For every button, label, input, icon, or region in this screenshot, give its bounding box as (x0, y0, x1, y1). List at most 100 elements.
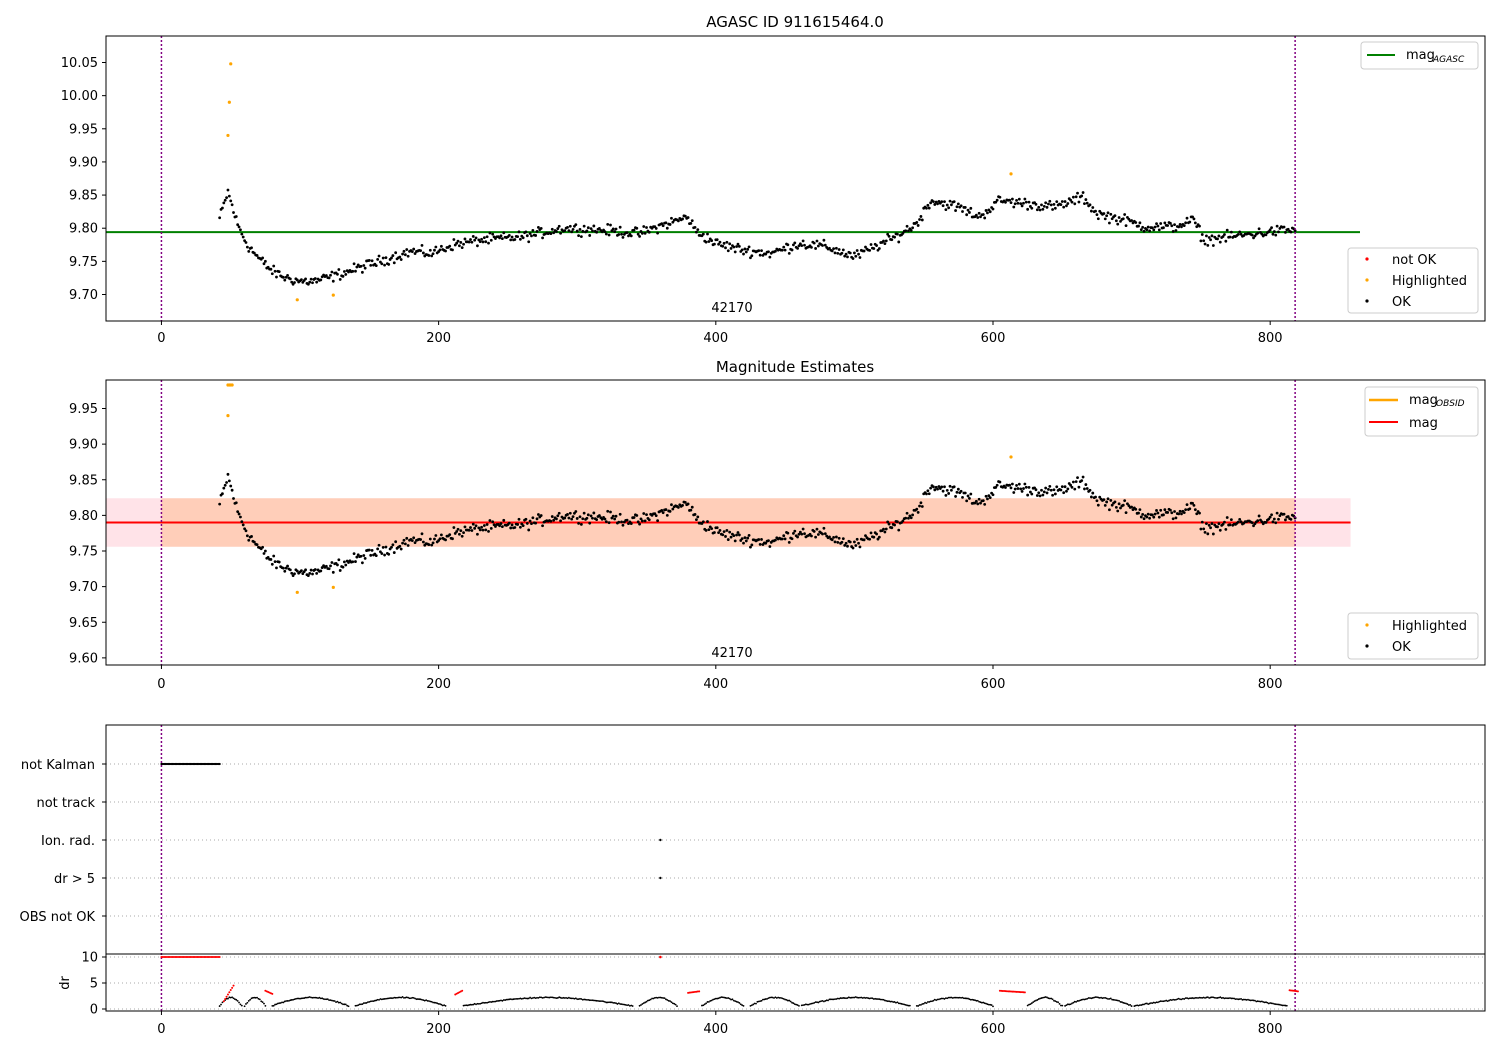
dr-point (972, 999, 975, 1001)
ok-point (721, 533, 725, 537)
ok-point (1010, 197, 1014, 201)
dr-point (574, 997, 577, 1000)
y-tick-label: 9.60 (69, 651, 98, 666)
dr-point (312, 996, 315, 999)
dr-point (1222, 996, 1224, 999)
dr-point (990, 1004, 993, 1006)
ok-point (875, 532, 878, 536)
dr-point (304, 996, 307, 999)
ok-point (976, 502, 980, 506)
ok-point (1166, 224, 1170, 227)
ok-point (1195, 225, 1199, 229)
ok-point (750, 254, 754, 258)
highlighted-point (226, 133, 230, 138)
ok-point (1009, 201, 1013, 204)
ok-point (643, 519, 647, 523)
ok-point (915, 221, 919, 224)
dr-point (944, 997, 947, 999)
ok-point (747, 245, 751, 249)
dr-point (850, 996, 853, 999)
ok-point (656, 231, 659, 235)
ok-point (1277, 517, 1280, 521)
dr-point (806, 1003, 809, 1006)
ok-point (868, 248, 872, 252)
dr-point (1032, 1001, 1035, 1004)
ok-point (240, 520, 244, 524)
dr-point (827, 999, 829, 1002)
ok-point (618, 512, 622, 516)
ok-point (406, 254, 410, 258)
dr-point (646, 999, 649, 1002)
ok-point (556, 227, 560, 230)
ok-point (509, 526, 513, 530)
dr-point (512, 998, 515, 1001)
ok-point (331, 279, 335, 283)
dr-point-not-ok (208, 956, 211, 958)
ok-point (262, 552, 266, 555)
ok-point (1069, 483, 1073, 487)
ok-point (670, 216, 673, 220)
ok-point (444, 249, 447, 253)
ok-point (272, 554, 276, 558)
ok-point (500, 237, 504, 241)
dr-point-not-ok (461, 989, 464, 992)
dr-point-not-ok (161, 956, 164, 958)
ok-point (965, 213, 969, 217)
ok-point (604, 520, 608, 524)
ok-point (1045, 205, 1049, 209)
ok-point (1094, 495, 1097, 499)
ok-point (381, 545, 385, 549)
ok-point (222, 486, 226, 490)
ok-point (230, 203, 234, 207)
ok-point (857, 252, 860, 256)
ok-point (507, 521, 511, 525)
ok-point (1113, 214, 1117, 218)
dr-point (1133, 1005, 1136, 1007)
dr-point (328, 999, 331, 1002)
chart-title-magnitude-estimates: Magnitude Estimates (716, 358, 874, 376)
dr-point-not-ok (206, 956, 209, 958)
dr-point (752, 1003, 755, 1006)
dr-point (235, 998, 238, 1001)
dr-point (1255, 1000, 1258, 1003)
dr-point (669, 1000, 671, 1003)
ok-point (620, 520, 623, 524)
ok-point (640, 231, 644, 235)
ok-point (300, 569, 303, 573)
dr-point-not-ok (175, 956, 178, 958)
ok-point (653, 512, 657, 516)
dr-point-not-ok (228, 991, 231, 994)
ok-point (661, 224, 665, 228)
ok-point (428, 537, 432, 541)
dr-point (552, 996, 555, 999)
ok-point (329, 273, 332, 277)
ok-point (273, 560, 277, 564)
ok-point (1207, 236, 1211, 239)
dr-point (286, 1000, 289, 1002)
ok-point (956, 202, 960, 206)
dr-point (301, 997, 304, 1000)
legend-agasc-line: mag AGASC (1360, 41, 1479, 70)
ok-point (399, 258, 403, 261)
ok-point (275, 275, 278, 279)
ok-point (234, 501, 238, 505)
ok-point (232, 497, 235, 500)
ok-point (837, 536, 841, 540)
annotation-obsid-agasc: 42170 (711, 301, 752, 316)
dr-point (676, 1005, 678, 1008)
ok-point (367, 548, 371, 552)
dr-point (798, 1004, 800, 1007)
dr-point (605, 1001, 608, 1004)
dr-point (932, 999, 935, 1002)
ok-point (237, 225, 241, 229)
dr-point (1028, 1003, 1030, 1006)
ok-point (362, 554, 366, 557)
ok-point (647, 230, 651, 234)
dr-point (307, 996, 310, 999)
ok-point (494, 525, 497, 528)
dr-point-not-ok (183, 956, 186, 958)
ok-point (636, 520, 640, 524)
dr-point (1057, 1001, 1060, 1004)
ok-point (1202, 239, 1206, 243)
dr-point (1252, 999, 1255, 1002)
